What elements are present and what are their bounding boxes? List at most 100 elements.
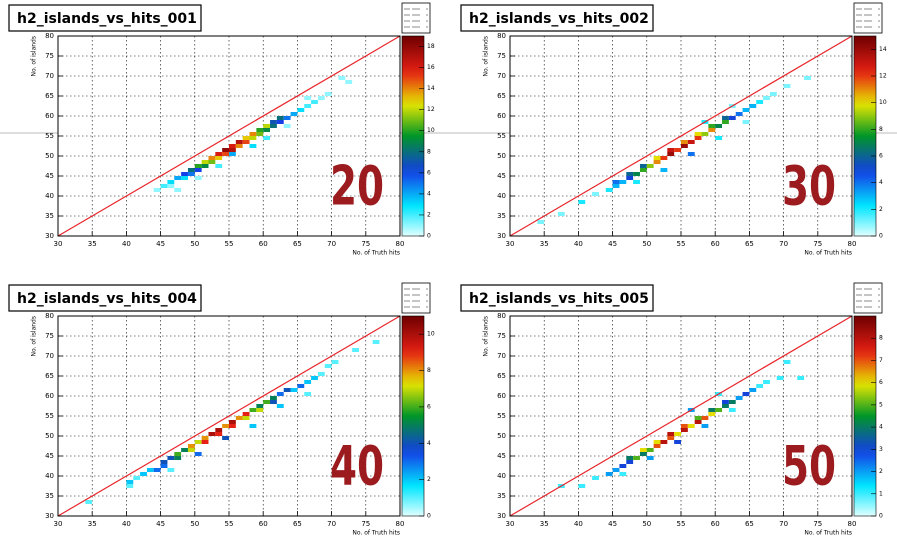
heatmap-cell <box>674 440 681 444</box>
z-tick-label: 12 <box>879 73 887 80</box>
y-tick-label: 35 <box>45 492 54 500</box>
plot-border <box>509 315 853 517</box>
heatmap-cell <box>626 460 634 464</box>
heatmap-cell <box>146 468 154 472</box>
heatmap-cell <box>687 140 695 144</box>
heatmap-cell <box>646 456 654 460</box>
heatmap-cell <box>735 112 743 116</box>
x-tick-label: 70 <box>779 520 788 528</box>
heatmap-cell <box>290 112 298 116</box>
z-tick-label: 14 <box>879 46 887 53</box>
heatmap-cell <box>304 104 312 108</box>
x-tick-label: 55 <box>225 520 234 528</box>
y-tick-label: 60 <box>45 112 54 120</box>
x-axis-label: No. of Truth hits <box>352 530 400 537</box>
heatmap-cell <box>701 424 709 428</box>
y-tick-label: 40 <box>45 472 54 480</box>
x-tick-label: 45 <box>608 520 617 528</box>
x-tick-label: 80 <box>848 520 857 528</box>
heatmap-cell <box>639 168 647 172</box>
x-tick-label: 80 <box>396 520 405 528</box>
plot-border <box>57 315 401 517</box>
heatmap-cell <box>215 152 223 156</box>
heatmap-cell <box>660 168 668 172</box>
y-tick-label: 45 <box>497 172 506 180</box>
heatmap-cell <box>181 176 188 180</box>
y-tick-label: 80 <box>45 312 54 320</box>
y-tick-label: 55 <box>497 412 506 420</box>
y-tick-label: 75 <box>45 332 54 340</box>
heatmap-cell <box>749 388 757 392</box>
z-tick-label: 6 <box>879 379 883 386</box>
heatmap-cell <box>708 408 716 412</box>
heatmap-cell <box>187 168 195 172</box>
heatmap-cell <box>290 388 298 392</box>
heatmap-cell <box>728 400 736 404</box>
color-bar <box>401 35 425 237</box>
heatmap-cell <box>263 128 271 132</box>
title-box <box>8 4 202 32</box>
heatmap-cell <box>235 144 243 148</box>
x-tick-label: 50 <box>190 240 199 248</box>
y-tick-label: 30 <box>497 512 506 520</box>
heatmap-cell <box>674 148 681 152</box>
heatmap-cell <box>263 124 271 128</box>
heatmap-cell <box>749 104 757 108</box>
diagonal-line <box>509 35 853 237</box>
heatmap-cell <box>208 160 216 164</box>
x-tick-label: 75 <box>361 520 370 528</box>
heatmap-cell <box>167 456 175 460</box>
heatmap-cell <box>756 384 764 388</box>
heatmap-cell <box>626 456 634 460</box>
stats-box <box>401 282 431 314</box>
heatmap-cell <box>708 412 716 416</box>
y-tick-label: 75 <box>497 52 506 60</box>
y-tick-label: 70 <box>45 352 54 360</box>
heatmap-cell <box>776 376 784 380</box>
heatmap-cell <box>756 100 764 104</box>
y-tick-label: 60 <box>497 392 506 400</box>
x-tick-label: 40 <box>122 520 131 528</box>
heatmap-cell <box>270 400 277 404</box>
heatmap-cell <box>728 408 736 412</box>
heatmap-cell <box>194 176 202 180</box>
heatmap-cell <box>215 432 223 436</box>
heatmap-cell <box>85 500 93 504</box>
heatmap-cell <box>619 180 627 184</box>
y-tick-label: 60 <box>45 392 54 400</box>
y-axis-label: No. of islands <box>483 36 490 76</box>
x-tick-label: 35 <box>540 520 549 528</box>
heatmap-cell <box>208 432 216 436</box>
heatmap-cell <box>215 428 223 432</box>
diagonal-line <box>57 35 401 237</box>
z-tick-label: 1 <box>879 490 883 497</box>
x-tick-label: 60 <box>259 240 268 248</box>
z-tick-label: 16 <box>427 64 435 71</box>
z-tick-label: 10 <box>879 99 887 106</box>
z-tick-label: 2 <box>879 468 883 475</box>
heatmap-cell <box>276 392 284 396</box>
x-tick-label: 40 <box>122 240 131 248</box>
heatmap-cell <box>167 468 175 472</box>
heatmap-cell <box>646 448 654 452</box>
heatmap-cell <box>276 120 284 124</box>
x-tick-label: 55 <box>677 520 686 528</box>
heatmap-cell <box>694 420 702 424</box>
z-tick-label: 7 <box>879 357 883 364</box>
y-tick-label: 40 <box>497 192 506 200</box>
heatmap-cell <box>304 392 312 396</box>
panel-label: 40 <box>330 435 384 498</box>
title-box <box>460 4 654 32</box>
heatmap-cell <box>372 340 380 344</box>
z-tick-label: 4 <box>879 424 883 431</box>
heatmap-cell <box>619 472 627 476</box>
x-tick-label: 35 <box>540 240 549 248</box>
heatmap-cell <box>304 96 312 100</box>
diagonal-line <box>57 315 401 517</box>
z-tick-label: 0 <box>879 233 883 240</box>
x-tick-label: 60 <box>711 240 720 248</box>
y-tick-label: 30 <box>45 512 54 520</box>
z-tick-label: 6 <box>427 403 431 410</box>
heatmap-cell <box>126 480 134 484</box>
x-tick-label: 50 <box>642 240 651 248</box>
